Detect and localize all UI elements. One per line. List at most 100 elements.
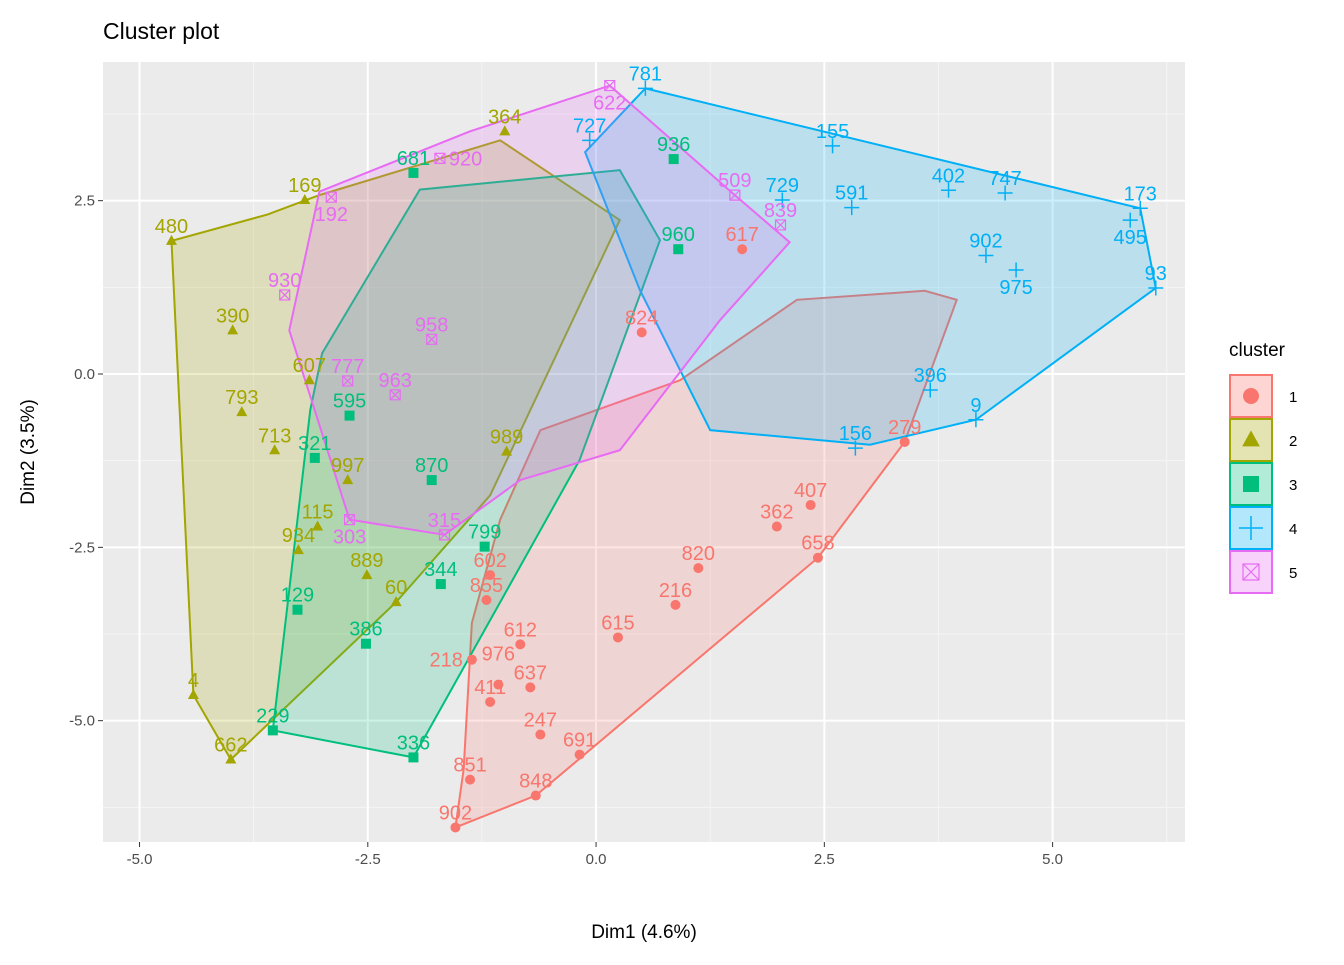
point-circle: [805, 500, 816, 511]
point-label: 615: [601, 612, 634, 634]
point-square: [673, 244, 684, 255]
point-label: 976: [482, 644, 515, 666]
point-circle: [481, 595, 492, 606]
point-square: [1243, 476, 1259, 492]
point-circle: [693, 563, 704, 574]
point-circle: [636, 327, 647, 338]
point-square: [408, 167, 419, 178]
point-label: 934: [282, 525, 315, 547]
x-tick-label: -2.5: [355, 851, 381, 868]
point-triangle: [269, 444, 281, 455]
point-label: 595: [333, 391, 366, 413]
point-label: 622: [593, 93, 626, 115]
point-label: 963: [378, 370, 411, 392]
y-tick-label: -5.0: [69, 713, 95, 730]
cluster-4-hull: [583, 87, 1157, 446]
point-plus: [968, 412, 984, 428]
point-plus: [844, 200, 860, 216]
point-plus: [997, 185, 1013, 201]
point-triangle: [165, 234, 177, 245]
point-triangle: [499, 125, 511, 136]
point-label: 793: [225, 387, 258, 409]
point-box-cross: [434, 152, 446, 164]
point-triangle: [227, 324, 239, 335]
point-box-cross: [604, 79, 616, 92]
point-label: 591: [835, 183, 868, 205]
legend-item-2: 2: [1229, 418, 1297, 462]
point-label: 169: [288, 175, 321, 197]
cluster-4-points: 727 781 155 747 402 173 495 93 9 156 396 729 902 975 5…: [573, 63, 1167, 456]
point-label: 612: [504, 619, 537, 641]
point-label: 480: [155, 216, 188, 238]
point-label: 279: [888, 417, 921, 439]
legend-item-5: 5: [1229, 550, 1297, 594]
point-label: 848: [519, 771, 552, 793]
point-box-cross: [389, 389, 401, 401]
point-circle: [1243, 388, 1259, 404]
point-square: [344, 410, 355, 421]
point-label: 902: [969, 230, 1002, 252]
point-label: 115: [302, 502, 334, 524]
point-circle: [771, 521, 782, 532]
point-plus: [922, 382, 938, 398]
point-label: 781: [629, 63, 662, 85]
point-plus: [941, 182, 957, 198]
point-circle: [485, 570, 496, 581]
grid-lines: [103, 62, 1185, 842]
point-box-cross: [774, 219, 787, 231]
point-label: 9: [970, 395, 981, 417]
point-box-cross: [279, 289, 291, 301]
cluster-3-points: 229 336 386 344 799 129 321 870 595 681 960 936: [256, 134, 695, 763]
point-circle: [670, 599, 681, 610]
point-circle: [515, 639, 526, 650]
cluster-5-points: 622 920 192 303 315 839 509 930 777 963 958: [268, 79, 797, 549]
point-label: 386: [349, 619, 382, 641]
point-circle: [737, 244, 748, 255]
point-label: 321: [298, 433, 331, 455]
x-tick-label: 5.0: [1042, 851, 1063, 868]
point-triangle: [299, 193, 311, 204]
point-label: 851: [453, 755, 486, 777]
point-triangle: [312, 520, 324, 531]
point-label: 936: [657, 134, 690, 156]
point-label: 192: [315, 204, 348, 226]
point-square: [408, 752, 419, 763]
point-plus: [1132, 200, 1148, 216]
legend-title: cluster: [1229, 340, 1286, 361]
point-label: 216: [659, 580, 692, 602]
point-plus: [847, 440, 863, 456]
point-box-cross: [729, 189, 741, 201]
legend-label: 2: [1289, 433, 1297, 450]
point-plus: [637, 80, 653, 96]
x-tick-label: -5.0: [127, 851, 153, 868]
point-label: 839: [764, 200, 797, 222]
point-label: 336: [397, 732, 430, 754]
point-triangle: [342, 474, 354, 485]
point-label: 691: [563, 730, 596, 752]
point-square: [360, 638, 371, 649]
point-label: 509: [718, 170, 751, 192]
legend: cluster 1 2 3 4 5: [1229, 340, 1297, 594]
y-tick-label: 2.5: [74, 193, 95, 210]
point-label: 60: [385, 577, 407, 599]
point-label: 156: [839, 423, 872, 445]
point-plus: [1148, 280, 1164, 296]
point-label: 129: [281, 585, 314, 607]
point-label: 681: [397, 148, 430, 170]
point-triangle: [292, 544, 304, 555]
point-square: [479, 541, 490, 552]
point-plus: [978, 247, 994, 263]
point-label: 747: [988, 168, 1021, 190]
point-circle: [899, 436, 910, 447]
point-plus: [1008, 262, 1024, 278]
point-triangle: [361, 569, 373, 580]
point-circle: [612, 632, 623, 643]
point-label: 229: [256, 705, 289, 727]
point-circle: [485, 696, 496, 707]
point-label: 247: [524, 710, 557, 732]
point-label: 407: [794, 480, 827, 502]
